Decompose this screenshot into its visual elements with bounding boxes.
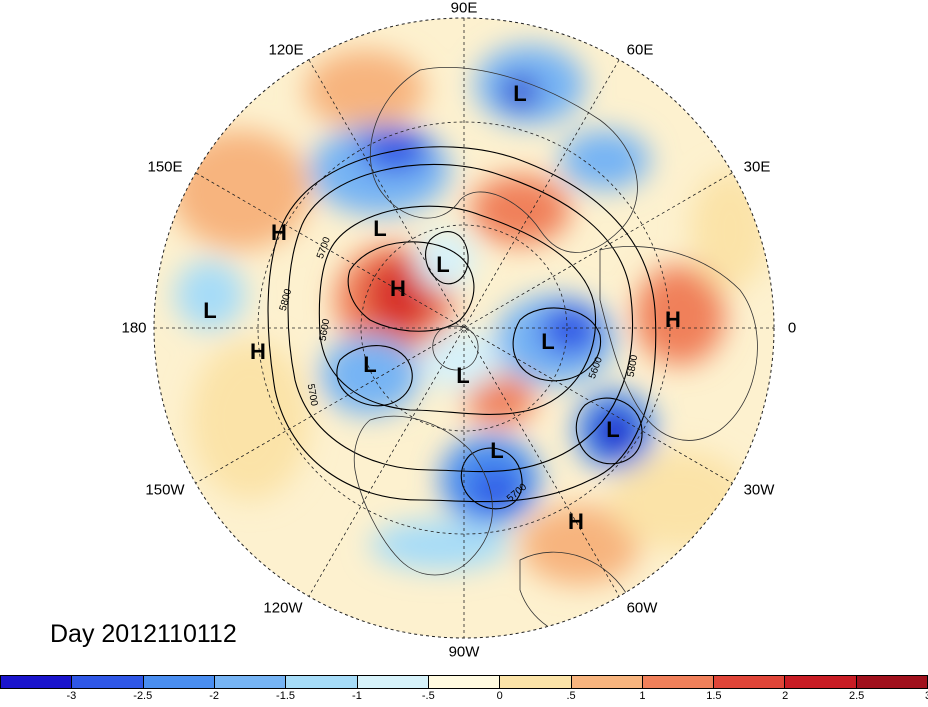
colorbar-tick-label: 1.5	[706, 690, 722, 702]
low-center: L	[606, 417, 620, 442]
colorbar-tick-label: -.5	[421, 690, 435, 702]
low-center: L	[541, 329, 555, 354]
graticule	[154, 18, 774, 638]
low-center: L	[373, 216, 387, 241]
high-center: H	[390, 276, 406, 301]
lon-label-60e: 60E	[626, 41, 654, 59]
colorbar-tick-label: .5	[566, 690, 576, 702]
high-center: H	[568, 509, 584, 534]
lon-label-90w: 90W	[448, 643, 480, 661]
lon-label-30e: 30E	[743, 158, 771, 176]
map-boundary	[153, 17, 775, 639]
colorbar-cell	[785, 676, 857, 688]
lon-label-120e: 120E	[268, 41, 304, 59]
colorbar-cell	[642, 676, 715, 688]
colorbar-tick-label: 1	[639, 690, 646, 702]
colorbar-cell	[856, 676, 928, 688]
colorbar-tick-label: 2	[782, 690, 789, 702]
lon-label-150e: 150E	[147, 158, 183, 176]
colorbar-tick-label: -1.5	[276, 690, 296, 702]
colorbar-cell	[357, 676, 429, 688]
lon-label-60w: 60W	[626, 599, 658, 617]
colorbar-cell	[72, 676, 144, 688]
low-center: L	[513, 81, 527, 106]
low-center: L	[456, 363, 470, 388]
lon-label-0: 0	[787, 319, 797, 337]
colorbar-cell	[214, 676, 287, 688]
anomaly-field	[170, 45, 770, 585]
colorbar-tick-label: 3	[925, 690, 928, 702]
colorbar-cell	[428, 676, 501, 688]
lon-label-30w: 30W	[743, 481, 775, 499]
low-center: L	[203, 298, 217, 323]
colorbar-tick-label: -2.5	[133, 690, 153, 702]
colorbar-cell	[500, 676, 572, 688]
colorbar-cell	[714, 676, 786, 688]
low-center: L	[363, 352, 377, 377]
high-center: H	[665, 307, 681, 332]
lon-label-90e: 90E	[450, 0, 478, 17]
high-center: H	[271, 220, 287, 245]
colorbar-cell	[143, 676, 215, 688]
colorbar-tick-label: -1	[352, 690, 362, 702]
colorbar-tick-label: -2	[209, 690, 220, 702]
low-center: L	[436, 252, 450, 277]
lon-label-120w: 120W	[263, 599, 303, 617]
colorbar-tick-label: -3	[66, 690, 77, 702]
height-contours	[267, 146, 657, 510]
colorbar	[0, 675, 928, 689]
high-center: H	[250, 339, 266, 364]
map-title: Day 2012110112	[50, 620, 237, 648]
lon-label-180: 180	[121, 319, 147, 337]
colorbar-tick-label: 0	[496, 690, 503, 702]
low-center: L	[490, 438, 504, 463]
colorbar-cell	[571, 676, 643, 688]
colorbar-cell	[286, 676, 358, 688]
colorbar-tick-label: 2.5	[848, 690, 865, 702]
colorbar-cell	[1, 676, 73, 688]
lon-label-150w: 150W	[145, 481, 185, 499]
